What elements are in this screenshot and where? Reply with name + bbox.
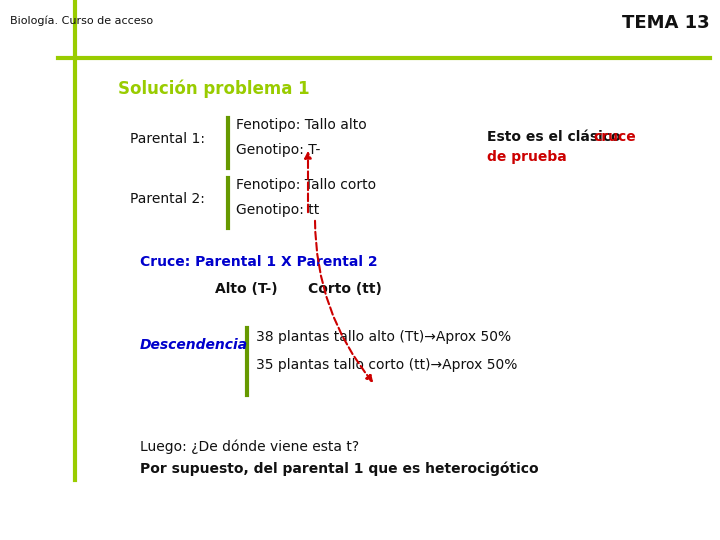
- Text: Solución problema 1: Solución problema 1: [118, 80, 310, 98]
- Text: Esto es el clásico: Esto es el clásico: [487, 130, 626, 144]
- Text: Descendencia: Descendencia: [140, 338, 248, 352]
- Text: 35 plantas tallo corto (tt)→Aprox 50%: 35 plantas tallo corto (tt)→Aprox 50%: [256, 358, 518, 372]
- Text: 38 plantas tallo alto (Tt)→Aprox 50%: 38 plantas tallo alto (Tt)→Aprox 50%: [256, 330, 511, 344]
- Text: Por supuesto, del parental 1 que es heterocigótico: Por supuesto, del parental 1 que es hete…: [140, 462, 539, 476]
- Text: Fenotipo: Tallo corto: Fenotipo: Tallo corto: [236, 178, 376, 192]
- Text: Genotipo: T-: Genotipo: T-: [236, 143, 320, 157]
- Text: Genotipo: tt: Genotipo: tt: [236, 203, 319, 217]
- Text: Biología. Curso de acceso: Biología. Curso de acceso: [10, 16, 153, 26]
- Text: Parental 2:: Parental 2:: [130, 192, 205, 206]
- Text: Alto (T-): Alto (T-): [215, 282, 278, 296]
- Text: de prueba: de prueba: [487, 150, 567, 164]
- Text: Corto (tt): Corto (tt): [308, 282, 382, 296]
- Text: Luego: ¿De dónde viene esta t?: Luego: ¿De dónde viene esta t?: [140, 440, 359, 455]
- Text: Fenotipo: Tallo alto: Fenotipo: Tallo alto: [236, 118, 366, 132]
- Text: cruce: cruce: [593, 130, 636, 144]
- Text: Parental 1:: Parental 1:: [130, 132, 205, 146]
- Text: Cruce: Parental 1 X Parental 2: Cruce: Parental 1 X Parental 2: [140, 255, 377, 269]
- Text: TEMA 13: TEMA 13: [622, 14, 710, 32]
